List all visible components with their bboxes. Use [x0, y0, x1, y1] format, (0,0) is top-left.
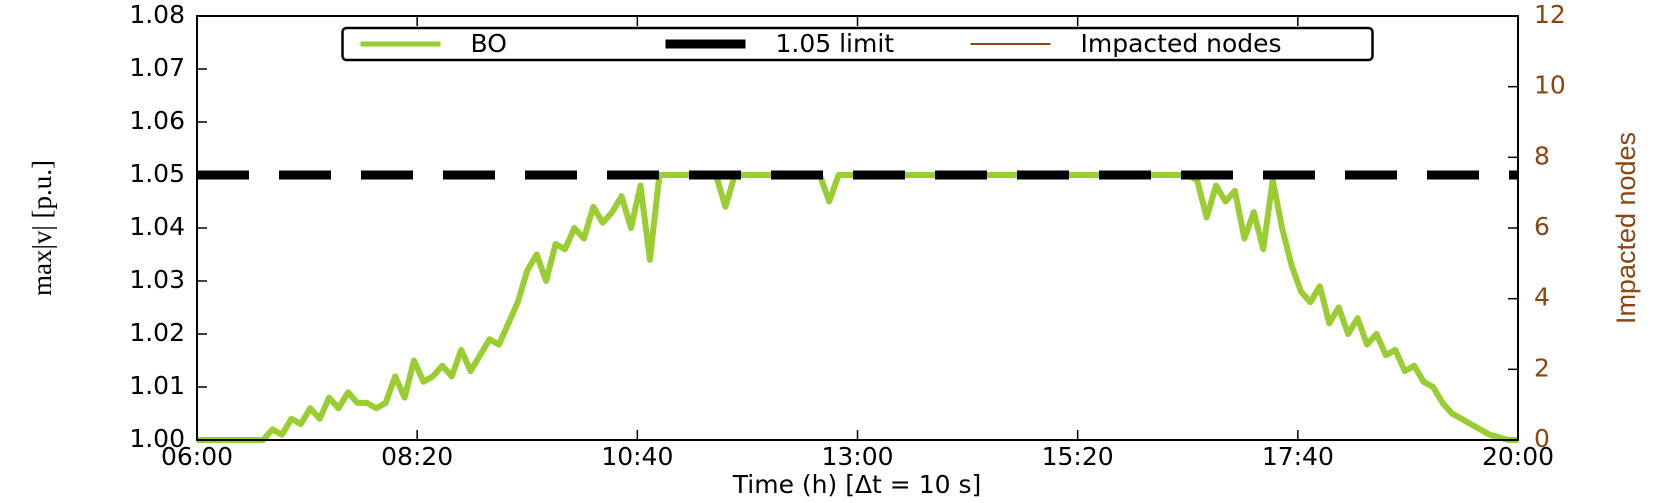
y-tick-label: 1.08 — [129, 0, 185, 29]
x-axis-label: Time (h) [Δt = 10 s] — [732, 470, 981, 499]
x-tick-label: 06:00 — [161, 442, 233, 471]
x-tick-label: 08:20 — [381, 442, 453, 471]
y2-tick-label: 6 — [1534, 212, 1550, 241]
y-tick-label: 1.02 — [129, 318, 185, 347]
y-tick-label: 1.03 — [129, 265, 185, 294]
y-axis-label: max|v| [p.u.] — [27, 160, 57, 296]
x-tick-label: 15:20 — [1042, 442, 1114, 471]
y2-tick-label: 0 — [1534, 424, 1550, 453]
y2-tick-label: 4 — [1534, 283, 1550, 312]
x-tick-label: 10:40 — [601, 442, 673, 471]
y2-tick-label: 2 — [1534, 353, 1550, 382]
legend-box — [341, 26, 1374, 62]
legend-label: 1.05 limit — [776, 29, 895, 58]
x-tick-label: 20:00 — [1482, 442, 1554, 471]
y2-tick-label: 10 — [1534, 71, 1566, 100]
y-tick-label: 1.05 — [129, 159, 185, 188]
x-tick-label: 17:40 — [1262, 442, 1334, 471]
y2-tick-label: 8 — [1534, 141, 1550, 170]
legend-label: Impacted nodes — [1081, 29, 1282, 58]
y2-axis-label: Impacted nodes — [1611, 132, 1641, 324]
x-tick-label: 13:00 — [821, 442, 893, 471]
legend-label: BO — [471, 29, 507, 58]
y-tick-label: 1.01 — [129, 371, 185, 400]
y-tick-label: 1.07 — [129, 53, 185, 82]
series-line — [197, 172, 1518, 443]
y-tick-label: 1.04 — [129, 212, 185, 241]
y-tick-label: 1.00 — [129, 424, 185, 453]
y2-tick-label: 12 — [1534, 0, 1566, 29]
y-tick-label: 1.06 — [129, 106, 185, 135]
